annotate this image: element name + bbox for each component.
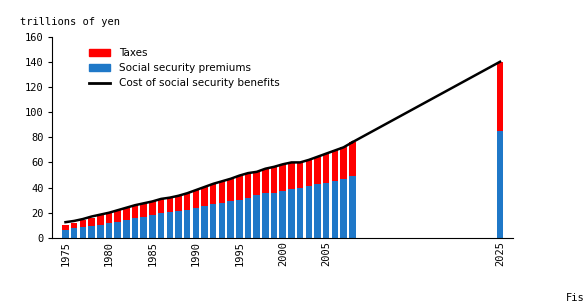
Bar <box>297 188 303 238</box>
Bar <box>262 169 269 193</box>
Legend: Taxes, Social security premiums, Cost of social security benefits: Taxes, Social security premiums, Cost of… <box>85 44 283 93</box>
Bar <box>297 163 303 188</box>
Bar <box>114 221 121 238</box>
Bar <box>349 176 356 238</box>
Bar <box>305 186 312 238</box>
Bar <box>254 172 260 195</box>
Bar <box>314 157 321 185</box>
Bar <box>340 179 347 238</box>
Bar <box>210 184 216 204</box>
Bar <box>271 193 278 238</box>
Bar <box>323 154 329 182</box>
Bar <box>245 173 251 198</box>
Bar <box>149 201 156 215</box>
Bar <box>132 218 138 238</box>
Bar <box>184 193 191 210</box>
Bar <box>123 208 129 220</box>
Bar <box>227 179 234 201</box>
Text: trillions of yen: trillions of yen <box>20 16 120 27</box>
Text: Fiscal
year: Fiscal year <box>566 293 583 305</box>
Bar <box>332 150 338 181</box>
Bar <box>167 212 173 238</box>
Bar <box>88 218 95 226</box>
Bar <box>323 182 329 238</box>
Bar <box>175 211 182 238</box>
Bar <box>167 198 173 212</box>
Bar <box>332 181 338 238</box>
Bar <box>123 220 129 238</box>
Bar <box>141 217 147 238</box>
Bar <box>210 204 216 238</box>
Bar <box>62 230 69 238</box>
Bar <box>227 201 234 238</box>
Bar <box>254 195 260 238</box>
Bar <box>236 176 243 199</box>
Bar <box>305 160 312 186</box>
Bar <box>192 208 199 238</box>
Bar <box>97 225 104 238</box>
Bar <box>497 62 503 131</box>
Bar <box>158 199 164 214</box>
Bar <box>497 131 503 238</box>
Bar <box>80 220 86 227</box>
Bar <box>106 213 112 224</box>
Bar <box>236 199 243 238</box>
Bar <box>262 193 269 238</box>
Bar <box>349 142 356 176</box>
Bar <box>219 203 225 238</box>
Bar <box>279 191 286 238</box>
Bar <box>97 215 104 225</box>
Bar <box>201 187 208 206</box>
Bar <box>279 164 286 191</box>
Bar <box>80 227 86 238</box>
Bar <box>288 189 294 238</box>
Bar <box>314 185 321 238</box>
Bar <box>149 215 156 238</box>
Bar <box>158 214 164 238</box>
Bar <box>245 198 251 238</box>
Bar <box>175 196 182 211</box>
Bar <box>184 210 191 238</box>
Bar <box>201 206 208 238</box>
Bar <box>141 203 147 217</box>
Bar <box>340 147 347 179</box>
Bar <box>219 181 225 203</box>
Bar <box>192 190 199 208</box>
Bar <box>271 167 278 193</box>
Bar <box>71 228 78 238</box>
Bar <box>132 205 138 218</box>
Bar <box>106 224 112 238</box>
Bar <box>88 226 95 238</box>
Bar <box>114 210 121 221</box>
Bar <box>71 223 78 228</box>
Bar <box>288 163 294 189</box>
Bar <box>62 225 69 230</box>
